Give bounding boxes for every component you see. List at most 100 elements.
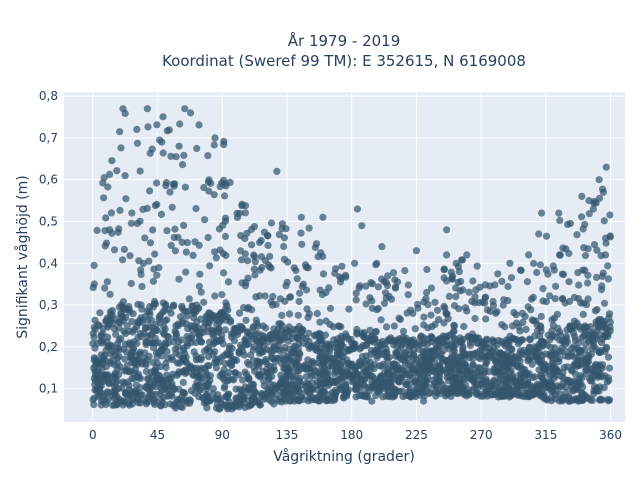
data-point [380, 340, 389, 348]
data-point [95, 322, 103, 330]
data-point [597, 347, 605, 355]
chart-title-line2: Koordinat (Sweref 99 TM): E 352615, N 61… [162, 52, 526, 70]
data-point [162, 179, 170, 187]
data-point [205, 353, 213, 361]
data-point [273, 345, 281, 353]
data-point [450, 322, 459, 330]
data-point [192, 356, 200, 364]
data-point [149, 303, 157, 311]
data-point [499, 301, 507, 309]
data-point [250, 395, 258, 403]
data-point [233, 213, 242, 221]
data-point [606, 318, 614, 326]
data-point [143, 105, 151, 113]
x-tick-label: 225 [405, 428, 428, 442]
data-point [338, 262, 346, 270]
y-tick-label: 0,7 [39, 131, 58, 145]
data-point [263, 365, 271, 374]
data-point [324, 391, 332, 399]
data-point [494, 378, 503, 386]
data-point [423, 288, 431, 297]
data-point [189, 251, 197, 259]
data-point [401, 267, 409, 275]
data-point [571, 322, 579, 330]
data-point [602, 163, 610, 171]
data-point [143, 204, 151, 212]
data-point [255, 346, 263, 354]
data-point [196, 335, 204, 343]
data-point [578, 374, 586, 382]
data-point [183, 312, 191, 320]
data-point [115, 303, 123, 311]
data-point [282, 397, 290, 405]
data-point [368, 297, 376, 305]
data-point [213, 338, 221, 346]
data-point [420, 321, 428, 329]
data-point [376, 375, 384, 383]
data-point [225, 390, 233, 398]
data-point [280, 387, 288, 395]
data-point [145, 323, 153, 331]
x-tick-label: 360 [599, 428, 622, 442]
data-point [101, 371, 109, 379]
data-point [606, 323, 614, 331]
data-point [331, 391, 339, 399]
data-point [601, 333, 609, 341]
data-point [356, 376, 364, 384]
data-point [127, 354, 135, 362]
data-point [426, 389, 434, 397]
data-point [368, 304, 376, 312]
data-point [555, 209, 563, 217]
data-point [191, 382, 199, 390]
data-point [358, 391, 366, 400]
data-point [94, 366, 102, 374]
data-point [521, 312, 529, 320]
data-point [331, 386, 339, 394]
data-point [326, 304, 335, 312]
data-point [278, 220, 286, 228]
data-point [294, 311, 302, 319]
data-point [559, 270, 568, 279]
data-point [535, 230, 543, 238]
data-point [578, 213, 586, 221]
data-point [257, 253, 265, 261]
data-point [145, 338, 153, 347]
data-point [224, 278, 233, 286]
data-point [389, 269, 398, 277]
data-point [103, 278, 111, 286]
data-point [455, 369, 463, 377]
data-point [176, 120, 184, 128]
data-point [334, 322, 343, 330]
data-point [506, 259, 514, 267]
data-point [605, 310, 614, 318]
data-point [265, 373, 273, 382]
data-point [178, 161, 187, 169]
data-point [182, 268, 190, 276]
data-point [489, 391, 497, 399]
data-point [251, 271, 259, 279]
data-point [475, 334, 483, 342]
data-point [136, 384, 144, 392]
data-point [236, 385, 244, 393]
data-point [549, 321, 557, 329]
data-point [323, 367, 331, 375]
data-point [314, 253, 322, 261]
data-point [305, 224, 313, 232]
data-point [272, 395, 280, 403]
data-point [171, 225, 179, 233]
data-point [452, 293, 460, 301]
data-point [252, 316, 260, 324]
data-point [317, 382, 325, 390]
data-point [187, 109, 195, 117]
data-point [305, 310, 313, 318]
data-point [509, 360, 517, 368]
data-point [158, 138, 166, 146]
data-point [460, 322, 468, 331]
data-point [523, 278, 532, 286]
data-point [211, 359, 219, 367]
data-point [151, 202, 159, 210]
data-point [319, 359, 327, 367]
data-point [452, 375, 460, 383]
data-point [177, 313, 185, 321]
data-point [112, 399, 121, 407]
